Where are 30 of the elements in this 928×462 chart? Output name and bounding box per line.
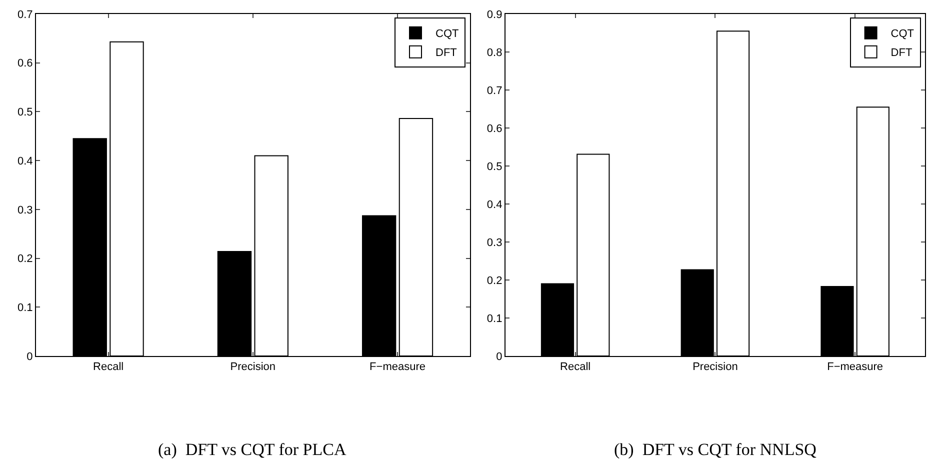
y-tick-label: 0.3 bbox=[18, 204, 33, 216]
text: (a) DFT vs CQT for PLCA bbox=[158, 440, 347, 459]
y-tick-label: 0.5 bbox=[18, 106, 33, 119]
legend-label: DFT bbox=[435, 47, 458, 60]
text: (b) DFT vs CQT for NNLSQ bbox=[614, 440, 816, 459]
y-tick-label: 0.2 bbox=[486, 274, 502, 287]
y-tick-label: 0.6 bbox=[486, 122, 502, 135]
y-tick-label: 0.7 bbox=[18, 8, 33, 21]
y-tick-label: 0.7 bbox=[486, 84, 502, 97]
x-tick-label: Recall bbox=[93, 361, 124, 374]
x-tick-label: Recall bbox=[560, 361, 591, 374]
x-tick-label: Precision bbox=[692, 361, 738, 374]
y-tick-label: 0.4 bbox=[486, 198, 502, 211]
y-tick-label: 0.5 bbox=[486, 160, 502, 173]
y-tick-label: 0.9 bbox=[486, 8, 502, 21]
x-tick-label: F−measure bbox=[370, 361, 426, 374]
y-tick-label: 0.1 bbox=[486, 312, 502, 325]
y-tick-label: 0.1 bbox=[18, 302, 33, 314]
x-tick-label: Precision bbox=[230, 361, 276, 374]
y-tick-label: 0.4 bbox=[18, 155, 33, 168]
x-tick-label: F−measure bbox=[827, 361, 884, 374]
legend-label: CQT bbox=[435, 28, 459, 40]
legend-label: DFT bbox=[890, 47, 912, 60]
y-tick-label: 0 bbox=[496, 350, 502, 363]
y-tick-label: 0.3 bbox=[486, 236, 502, 249]
legend-label: CQT bbox=[890, 28, 914, 40]
y-tick-label: 0 bbox=[26, 350, 33, 363]
y-tick-label: 0.2 bbox=[18, 253, 33, 266]
y-tick-label: 0.8 bbox=[486, 46, 502, 59]
y-tick-label: 0.6 bbox=[18, 58, 33, 70]
